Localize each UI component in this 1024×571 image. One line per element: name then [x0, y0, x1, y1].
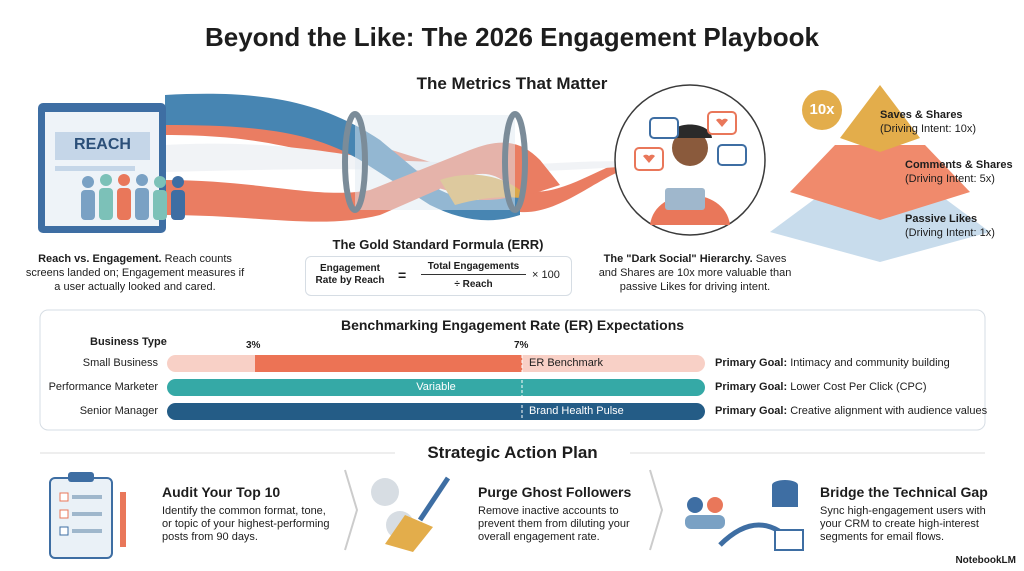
formula-box: Engagement Rate by Reach = Total Engagem… — [305, 256, 572, 296]
level-label: Saves & Shares — [880, 109, 963, 121]
step-icons — [49, 469, 804, 559]
goal-text: Lower Cost Per Click (CPC) — [790, 381, 927, 393]
goal-label: Primary Goal: — [715, 381, 788, 393]
formula-denominator: ÷ Reach — [454, 279, 493, 290]
formula-multiplier: × 100 — [532, 269, 560, 281]
pyramid-level: Comments & Shares (Driving Intent: 5x) — [905, 158, 1013, 186]
caption-heading: Reach vs. Engagement. — [38, 253, 162, 265]
dark-social-caption: The "Dark Social" Hierarchy. Saves and S… — [595, 252, 795, 294]
column-header: Business Type — [90, 336, 167, 348]
formula-title: The Gold Standard Formula (ERR) — [332, 237, 544, 252]
pyramid — [770, 85, 990, 262]
goal: Primary Goal: Intimacy and community bui… — [715, 357, 950, 369]
caption-text: Saves and Shares are 10x more valuable t… — [598, 253, 792, 293]
level-detail: (Driving Intent: 10x) — [880, 123, 976, 135]
section-title: Strategic Action Plan — [427, 443, 598, 462]
bar-label: ER Benchmark — [529, 357, 603, 369]
title: Beyond the Like: The 2026 Engagement Pla… — [204, 22, 820, 52]
step-text: Identify the common format, tone, or top… — [162, 505, 330, 543]
row-label: Senior Manager — [79, 405, 158, 417]
formula-equals: = — [398, 267, 407, 283]
step-text: Sync high-engagement users with your CRM… — [820, 505, 986, 543]
caption-text: Reach counts screens landed on; Engageme… — [25, 253, 245, 293]
marker-label: 7% — [514, 340, 529, 351]
benchmark-title: Benchmarking Engagement Rate (ER) Expect… — [340, 317, 685, 333]
audience — [81, 174, 185, 220]
level-detail: (Driving Intent: 5x) — [905, 173, 995, 185]
pyramid-level: Saves & Shares (Driving Intent: 10x) — [880, 108, 976, 136]
benchmark-bars — [167, 350, 705, 422]
engaged-user — [614, 84, 766, 236]
section-title: The Metrics That Matter — [416, 74, 608, 93]
row-label: Small Business — [82, 357, 158, 369]
row-label: Performance Marketer — [48, 381, 158, 393]
caption-heading: The "Dark Social" Hierarchy. — [603, 253, 753, 265]
goal-label: Primary Goal: — [715, 405, 788, 417]
formula-lhs: Engagement Rate by Reach — [315, 263, 385, 286]
bar-label: Brand Health Pulse — [529, 405, 624, 417]
bar-label: Variable — [416, 381, 456, 393]
level-detail: (Driving Intent: 1x) — [905, 227, 995, 239]
brand: NotebookLM — [955, 555, 1016, 566]
goal-label: Primary Goal: — [715, 357, 788, 369]
goal-text: Intimacy and community building — [790, 357, 950, 369]
goal-text: Creative alignment with audience values — [790, 405, 988, 417]
tube — [342, 111, 528, 213]
step-text: Remove inactive accounts to prevent them… — [478, 505, 630, 543]
level-label: Passive Likes — [905, 213, 978, 225]
goal: Primary Goal: Creative alignment with au… — [715, 405, 987, 417]
level-label: Comments & Shares — [905, 159, 1013, 171]
badge: 10x — [809, 101, 835, 118]
pyramid-level: Passive Likes (Driving Intent: 1x) — [905, 212, 995, 240]
formula-numerator: Total Engagements — [421, 261, 526, 275]
goal: Primary Goal: Lower Cost Per Click (CPC) — [715, 381, 927, 393]
marker-label: 3% — [246, 340, 261, 351]
step-title: Audit Your Top 10 — [162, 484, 281, 500]
step-title: Bridge the Technical Gap — [820, 484, 988, 500]
screen-label: REACH — [74, 136, 131, 153]
reach-caption: Reach vs. Engagement. Reach counts scree… — [25, 252, 245, 294]
step-title: Purge Ghost Followers — [478, 484, 632, 500]
